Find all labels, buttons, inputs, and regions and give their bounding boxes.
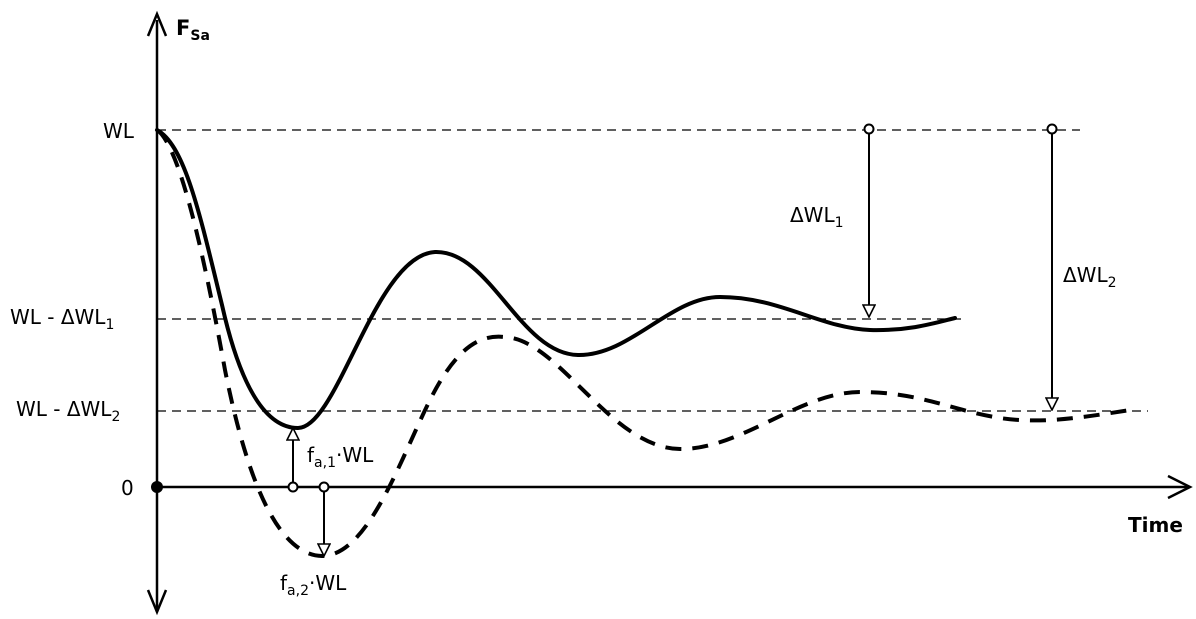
y-axis-label-main: F [176, 16, 191, 40]
wl-dwl2-level-main: WL - ΔWL [16, 397, 112, 421]
x-axis-label: Time [1128, 515, 1183, 535]
y-axis-label: FSa [176, 16, 210, 44]
zero-level-text: 0 [121, 476, 134, 500]
fa1-label-sub: a,1 [314, 455, 336, 471]
fa1-label-main: f [307, 443, 315, 467]
wl-dwl1-level-label: WL - ΔWL1 [10, 305, 114, 332]
fa2-label-sub: a,2 [287, 583, 309, 599]
wl-level-text: WL [103, 119, 134, 143]
wl-dwl2-level-label: WL - ΔWL2 [16, 397, 120, 424]
zero-level-label: 0 [121, 478, 134, 498]
dashed-response-curve [155, 128, 1131, 559]
fa2-label: fa,2·WL [280, 571, 347, 598]
dwl1-label: ΔWL1 [790, 203, 844, 230]
y-axis-arrow-bottom [146, 589, 168, 616]
fa2-label-main: f [280, 571, 288, 595]
fa2-label-tail: ·WL [308, 571, 347, 595]
dwl2-label-sub: 2 [1107, 275, 1117, 291]
dwl1-label-main: ΔWL [790, 203, 835, 227]
fa1-start-marker [287, 481, 299, 493]
fa1-label-tail: ·WL [335, 443, 374, 467]
wl-dwl2-level-sub: 2 [111, 409, 121, 425]
y-axis-label-sub: Sa [190, 28, 210, 44]
dwl1-label-sub: 1 [834, 215, 844, 231]
x-axis-label-text: Time [1128, 513, 1183, 537]
wl-dwl1-level-sub: 1 [105, 317, 115, 333]
dwl2-label: ΔWL2 [1063, 263, 1117, 290]
dwl2-label-main: ΔWL [1063, 263, 1108, 287]
y-axis-arrow-top [146, 10, 168, 37]
fa2-start-marker [318, 481, 330, 493]
fa1-label: fa,1·WL [307, 443, 374, 470]
wl-dwl1-level-main: WL - ΔWL [10, 305, 106, 329]
solid-response-curve [155, 128, 957, 431]
dwl2-start-marker [1046, 123, 1058, 135]
origin-dot [151, 481, 163, 493]
x-axis-arrow [1167, 474, 1193, 500]
wl-level-label: WL [103, 121, 134, 141]
dwl1-start-marker [863, 123, 875, 135]
